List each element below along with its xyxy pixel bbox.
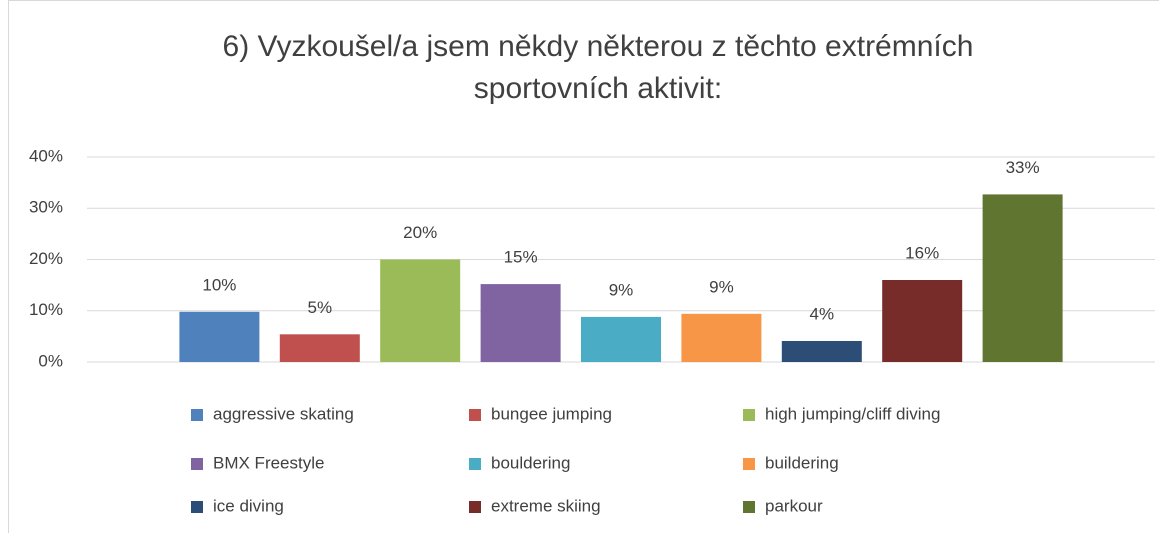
data-label: 16% — [905, 243, 939, 262]
legend-swatch — [743, 458, 755, 470]
bar — [179, 311, 260, 362]
data-label: 5% — [308, 298, 333, 317]
y-tick-label: 30% — [29, 198, 63, 217]
bar — [279, 334, 360, 362]
data-label: 15% — [504, 248, 538, 267]
data-label: 9% — [709, 277, 734, 296]
legend-label: buildering — [765, 453, 839, 472]
data-label: 10% — [202, 275, 236, 294]
legend-swatch — [469, 501, 481, 513]
legend-label: ice diving — [213, 496, 284, 515]
y-tick-label: 10% — [29, 300, 63, 319]
legend-label: extreme skiing — [491, 496, 601, 515]
bar — [581, 316, 661, 362]
bar — [781, 340, 862, 362]
legend-label: parkour — [765, 496, 823, 515]
y-tick-label: 0% — [38, 351, 63, 370]
legend-label: bouldering — [491, 453, 570, 472]
chart-title: 6) Vyzkoušel/a jsem někdy některou z těc… — [223, 30, 974, 63]
legend-swatch — [191, 501, 203, 513]
data-label: 33% — [1006, 158, 1040, 177]
legend-swatch — [743, 409, 755, 421]
y-tick-label: 40% — [29, 146, 63, 165]
chart-title: sportovních aktivit: — [474, 72, 722, 105]
data-label: 4% — [810, 304, 835, 323]
bar — [882, 280, 963, 362]
legend-swatch — [469, 409, 481, 421]
legend-label: aggressive skating — [213, 404, 354, 423]
y-tick-label: 20% — [29, 249, 63, 268]
chart-border — [8, 0, 1159, 533]
legend-label: bungee jumping — [491, 404, 612, 423]
bar — [380, 259, 461, 362]
legend-label: high jumping/cliff diving — [765, 404, 940, 423]
legend-swatch — [191, 409, 203, 421]
bar — [982, 194, 1063, 362]
legend-swatch — [469, 458, 481, 470]
legend-swatch — [743, 501, 755, 513]
legend-label: BMX Freestyle — [213, 453, 324, 472]
data-label: 20% — [403, 223, 437, 242]
data-label: 9% — [609, 280, 634, 299]
legend-swatch — [191, 458, 203, 470]
bar — [681, 313, 762, 362]
bar — [480, 284, 561, 362]
